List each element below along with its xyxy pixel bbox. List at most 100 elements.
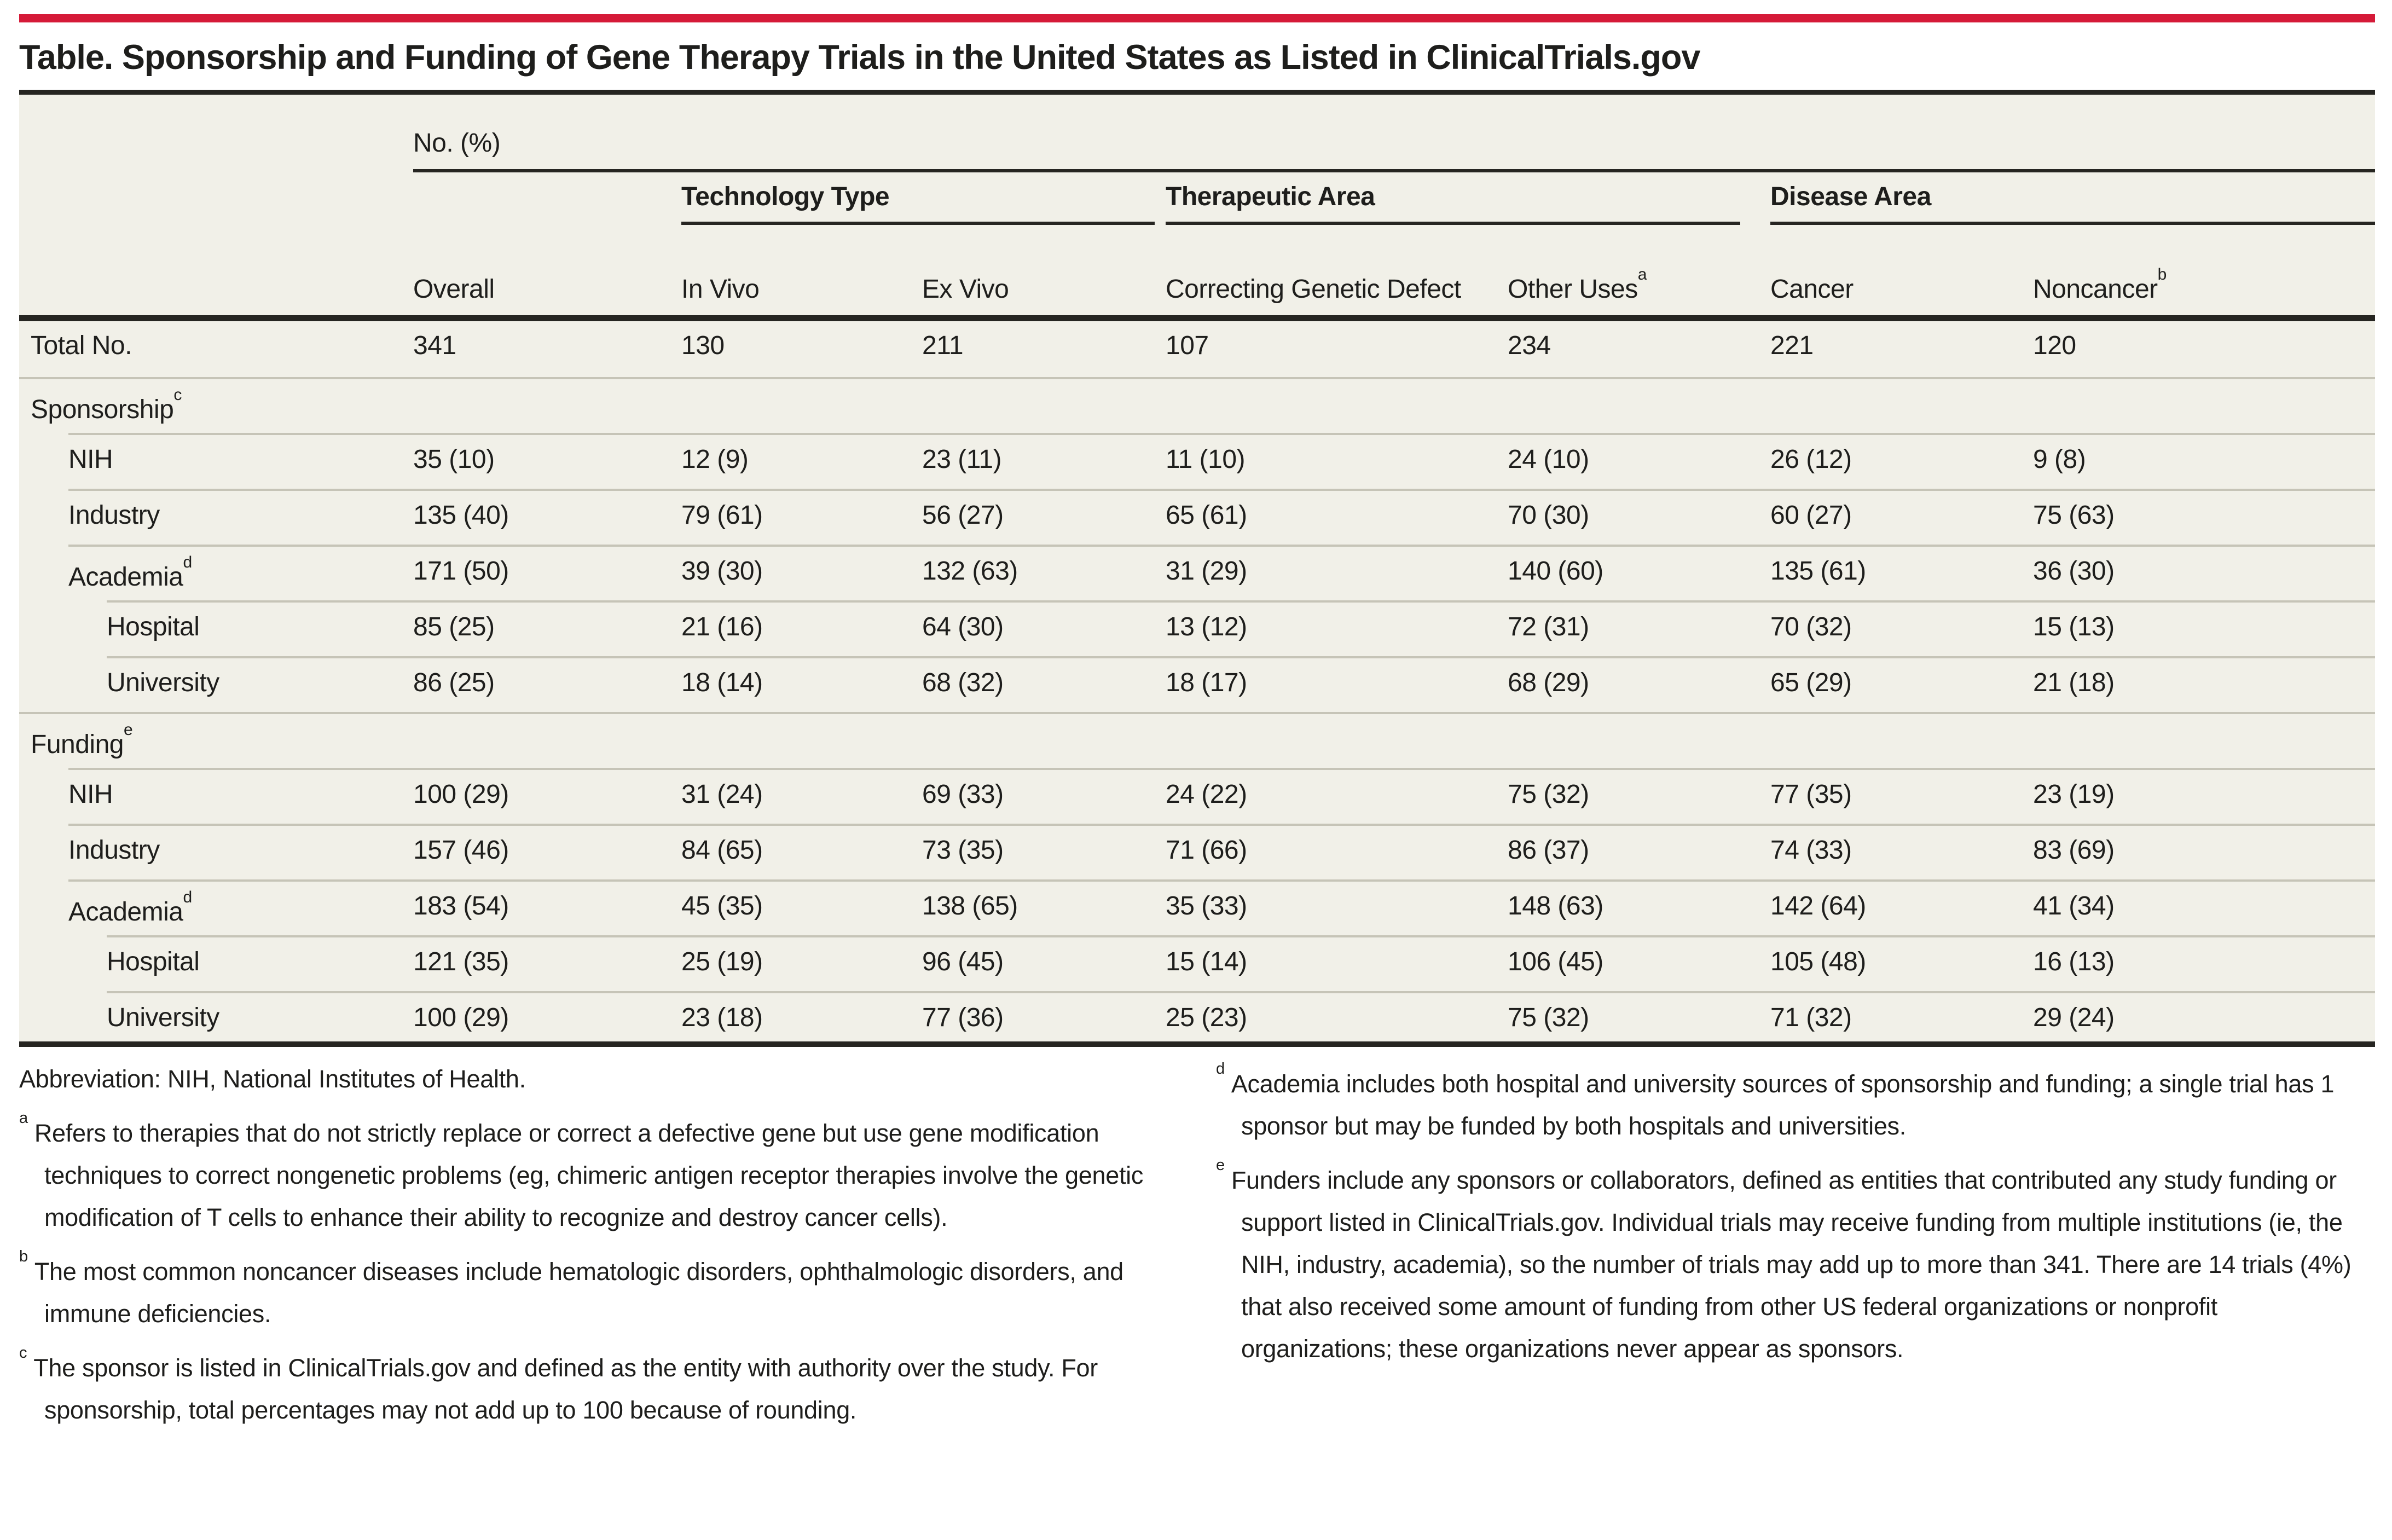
cell-value: 100 (29)	[413, 991, 681, 1047]
footnote-letter-c: c	[19, 1344, 27, 1362]
footnote-b: bThe most common noncancer diseases incl…	[19, 1248, 1123, 1328]
cell-value: 23 (19)	[2033, 768, 2376, 824]
cell-value: 132 (63)	[922, 545, 1166, 600]
row-label: NIH	[19, 433, 413, 489]
cell-value: 130	[681, 331, 725, 360]
no-pct-header: No. (%)	[413, 95, 2376, 172]
cell-value: 142 (64)	[1770, 879, 2033, 935]
accent-bar	[19, 14, 2375, 22]
cell-value: 36 (30)	[2033, 545, 2376, 600]
cell-value: 183 (54)	[413, 879, 681, 935]
cell-value: 221	[1770, 331, 1814, 360]
cell-value: 135 (40)	[413, 489, 681, 545]
row-label: University	[19, 656, 413, 712]
footnotes-right-column: dAcademia includes both hospital and uni…	[1216, 1058, 2375, 1438]
row-label: University	[19, 991, 413, 1047]
cell-value: 41 (34)	[2033, 879, 2376, 935]
footnotes: Abbreviation: NIH, National Institutes o…	[19, 1058, 2375, 1438]
cell-value: 9 (8)	[2033, 433, 2376, 489]
cell-value: 25 (19)	[681, 935, 922, 991]
table-row: Academiad 183 (54) 45 (35) 138 (65) 35 (33) 1…	[19, 879, 2376, 935]
footnote-marker-b: b	[2157, 265, 2167, 283]
row-label: Academiad	[19, 545, 413, 600]
table-body: Total No. 341 130 211 107 234 221 120 Sponsorshi…	[19, 321, 2376, 1047]
footnote-marker-e: e	[123, 721, 133, 739]
cell-value: 86 (25)	[413, 656, 681, 712]
cell-value: 73 (35)	[922, 824, 1166, 879]
cell-value: 15 (13)	[2033, 600, 2376, 656]
cell-value: 121 (35)	[413, 935, 681, 991]
cell-value: 120	[2033, 331, 2076, 360]
table-row: Academiad 171 (50) 39 (30) 132 (63) 31 (29) 1…	[19, 545, 2376, 600]
col-header-overall: Overall	[413, 225, 681, 321]
footnote-letter-b: b	[19, 1248, 28, 1265]
cell-value: 79 (61)	[681, 489, 922, 545]
col-header-in-vivo: In Vivo	[681, 225, 922, 321]
cell-value: 23 (18)	[681, 991, 922, 1047]
page: Table. Sponsorship and Funding of Gene T…	[19, 14, 2376, 1438]
footnote-marker-c: c	[173, 386, 182, 404]
table-row: NIH 100 (29) 31 (24) 69 (33) 24 (22) 75 (32) 7…	[19, 768, 2376, 824]
cell-value: 106 (45)	[1508, 935, 1770, 991]
cell-value: 211	[922, 331, 964, 360]
table-row: NIH 35 (10) 12 (9) 23 (11) 11 (10) 24 (10) 26 …	[19, 433, 2376, 489]
cell-value: 70 (30)	[1508, 489, 1770, 545]
cell-value: 100 (29)	[413, 768, 681, 824]
cell-value: 21 (16)	[681, 600, 922, 656]
footnote-letter-d: d	[1216, 1060, 1225, 1078]
row-label: NIH	[19, 768, 413, 824]
table-row: Hospital 85 (25) 21 (16) 64 (30) 13 (12) 72 (…	[19, 600, 2376, 656]
cell-value: 105 (48)	[1770, 935, 2033, 991]
col-header-cancer: Cancer	[1770, 225, 2033, 321]
table-row: Fundinge	[19, 712, 2376, 768]
header-spacer	[19, 225, 413, 321]
row-label: Hospital	[19, 600, 413, 656]
cell-value: 74 (33)	[1770, 824, 2033, 879]
row-label: Fundinge	[19, 712, 2376, 768]
header-row-columns: Overall In Vivo Ex Vivo Correcting Genet…	[19, 225, 2376, 321]
cell-value: 77 (36)	[922, 991, 1166, 1047]
cell-value: 75 (63)	[2033, 489, 2376, 545]
cell-value: 35 (33)	[1166, 879, 1508, 935]
footnote-d: dAcademia includes both hospital and uni…	[1216, 1060, 2335, 1140]
cell-value: 35 (10)	[413, 433, 681, 489]
cell-value: 31 (29)	[1166, 545, 1508, 600]
cell-value: 157 (46)	[413, 824, 681, 879]
header-spacer	[19, 172, 413, 225]
cell-value: 21 (18)	[2033, 656, 2376, 712]
page-title: Table. Sponsorship and Funding of Gene T…	[19, 38, 1700, 77]
cell-value: 71 (66)	[1166, 824, 1508, 879]
cell-value: 171 (50)	[413, 545, 681, 600]
cell-value: 234	[1508, 331, 1551, 360]
header-spacer	[413, 172, 681, 225]
row-label: Total No.	[31, 331, 132, 360]
table-row: Industry 135 (40) 79 (61) 56 (27) 65 (61) 70 …	[19, 489, 2376, 545]
footnote-letter-a: a	[19, 1109, 28, 1127]
footnotes-left-column: Abbreviation: NIH, National Institutes o…	[19, 1058, 1149, 1438]
cell-value: 18 (14)	[681, 656, 922, 712]
group-header-disease-area: Disease Area	[1770, 172, 2376, 225]
cell-value: 75 (32)	[1508, 991, 1770, 1047]
cell-value: 45 (35)	[681, 879, 922, 935]
sponsorship-funding-table: No. (%) Technology Type Therapeutic Area…	[19, 90, 2376, 1047]
cell-value: 86 (37)	[1508, 824, 1770, 879]
cell-value: 65 (29)	[1770, 656, 2033, 712]
footnote-e: eFunders include any sponsors or collabo…	[1216, 1156, 2352, 1363]
cell-value: 24 (10)	[1508, 433, 1770, 489]
cell-value: 29 (24)	[2033, 991, 2376, 1047]
row-label: Hospital	[19, 935, 413, 991]
footnote-marker-d: d	[183, 888, 193, 906]
group-header-therapeutic-area: Therapeutic Area	[1166, 172, 1770, 225]
cell-value: 72 (31)	[1508, 600, 1770, 656]
cell-value: 65 (61)	[1166, 489, 1508, 545]
cell-value: 135 (61)	[1770, 545, 2033, 600]
cell-value: 148 (63)	[1508, 879, 1770, 935]
table-row: University 100 (29) 23 (18) 77 (36) 25 (23) 7…	[19, 991, 2376, 1047]
table-row: Industry 157 (46) 84 (65) 73 (35) 71 (66) 86 …	[19, 824, 2376, 879]
cell-value: 68 (32)	[922, 656, 1166, 712]
table-row: Hospital 121 (35) 25 (19) 96 (45) 15 (14) 106…	[19, 935, 2376, 991]
cell-value: 23 (11)	[922, 433, 1166, 489]
group-label-technology-type: Technology Type	[681, 182, 1155, 225]
cell-value: 24 (22)	[1166, 768, 1508, 824]
table-row: University 86 (25) 18 (14) 68 (32) 18 (17) 68…	[19, 656, 2376, 712]
